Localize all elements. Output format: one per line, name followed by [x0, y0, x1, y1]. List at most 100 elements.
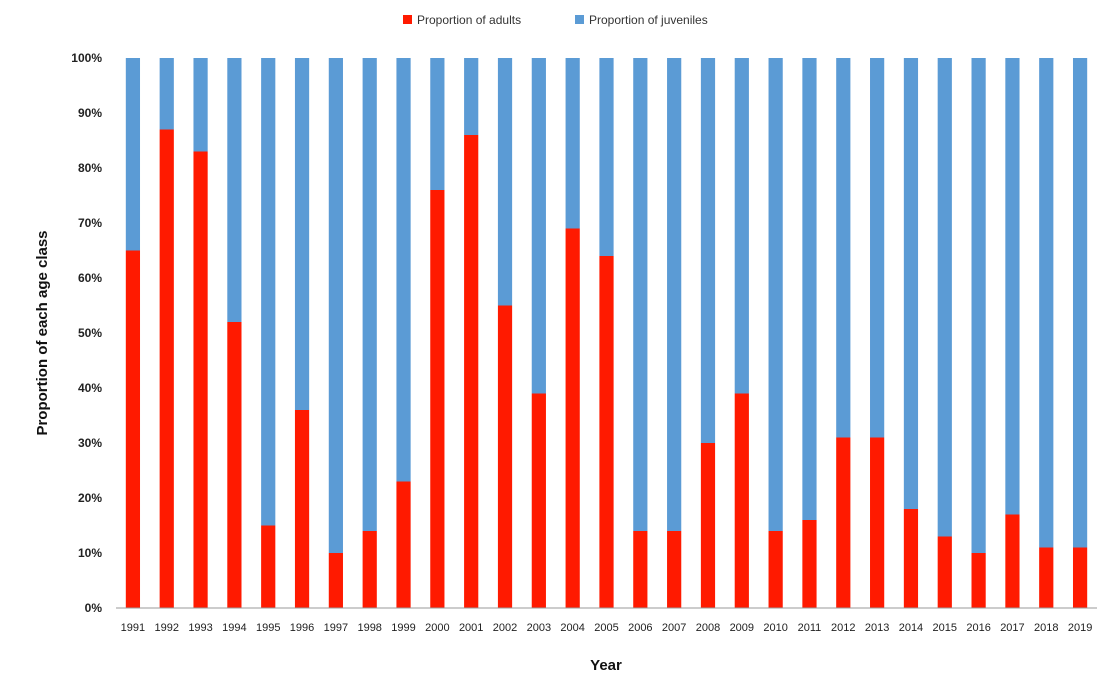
- x-axis-title: Year: [590, 657, 622, 674]
- bar-adults: [734, 393, 749, 608]
- x-tick-label: 1995: [256, 622, 280, 634]
- y-tick-label: 0%: [85, 601, 103, 615]
- bar-adults: [362, 531, 377, 608]
- legend-label-juveniles: Proportion of juveniles: [589, 13, 708, 27]
- bar-juveniles: [294, 58, 310, 410]
- x-tick-label: 2004: [560, 622, 584, 634]
- x-tick-label: 2019: [1068, 622, 1092, 634]
- x-tick-label: 2006: [628, 622, 652, 634]
- y-tick-label: 100%: [71, 51, 102, 65]
- x-tick-label: 1996: [290, 622, 314, 634]
- bar-juveniles: [565, 58, 580, 229]
- bar-adults: [464, 135, 479, 608]
- x-tick-label: 2013: [865, 622, 889, 634]
- bar-juveniles: [261, 58, 276, 526]
- bar-juveniles: [396, 58, 411, 482]
- legend: Proportion of adults Proportion of juven…: [403, 13, 708, 27]
- x-tick-label: 2018: [1034, 622, 1058, 634]
- bar-juveniles: [125, 58, 141, 251]
- x-tick-label: 2009: [730, 622, 754, 634]
- x-tick-label: 1993: [188, 622, 212, 634]
- bar-adults: [227, 322, 242, 608]
- bar-adults: [599, 256, 614, 608]
- bar-juveniles: [464, 58, 479, 135]
- bar-adults: [971, 553, 986, 608]
- bar-adults: [1039, 547, 1054, 608]
- bar-juveniles: [633, 58, 648, 531]
- legend-label-adults: Proportion of adults: [417, 13, 521, 27]
- bar-juveniles: [159, 58, 174, 130]
- x-tick-label: 2012: [831, 622, 855, 634]
- bar-adults: [667, 531, 682, 608]
- bar-juveniles: [531, 58, 546, 394]
- bar-adults: [328, 553, 343, 608]
- bar-adults: [1005, 514, 1020, 608]
- x-tick-label: 1998: [357, 622, 381, 634]
- bar-adults: [633, 531, 648, 608]
- bar-juveniles: [193, 58, 208, 152]
- x-tick-label: 2002: [493, 622, 517, 634]
- bar-juveniles: [937, 58, 952, 537]
- bar-adults: [870, 437, 885, 608]
- y-tick-label: 90%: [78, 106, 102, 120]
- bar-adults: [700, 443, 716, 608]
- bar-juveniles: [903, 58, 919, 509]
- bar-adults: [159, 129, 174, 608]
- x-tick-label: 1992: [154, 622, 178, 634]
- x-tick-label: 2008: [696, 622, 720, 634]
- bar-juveniles: [599, 58, 614, 256]
- x-tick-label: 2016: [966, 622, 990, 634]
- bar-adults: [125, 250, 141, 608]
- bar-juveniles: [870, 58, 885, 438]
- bar-juveniles: [700, 58, 716, 443]
- x-tick-label: 1994: [222, 622, 246, 634]
- bar-adults: [430, 190, 445, 608]
- bar-adults: [1072, 547, 1088, 608]
- bar-juveniles: [328, 58, 343, 553]
- x-tick-label: 2017: [1000, 622, 1024, 634]
- bar-juveniles: [227, 58, 242, 322]
- bar-adults: [768, 531, 783, 608]
- legend-swatch-adults: [403, 15, 412, 24]
- bar-adults: [565, 228, 580, 608]
- x-tick-label: 2015: [933, 622, 957, 634]
- y-tick-label: 20%: [78, 491, 102, 505]
- bar-juveniles: [1039, 58, 1054, 548]
- bar-juveniles: [667, 58, 682, 531]
- bars: [125, 58, 1088, 608]
- y-tick-label: 30%: [78, 436, 102, 450]
- x-tick-label: 2003: [527, 622, 551, 634]
- x-tick-label: 2011: [798, 622, 822, 634]
- bar-juveniles: [768, 58, 783, 531]
- bar-juveniles: [1005, 58, 1020, 515]
- x-tick-label: 2010: [763, 622, 787, 634]
- bar-juveniles: [734, 58, 749, 394]
- y-axis-ticks: 0% 10% 20% 30% 40% 50% 60% 70% 80% 90% 100%: [71, 51, 102, 615]
- bar-juveniles: [971, 58, 986, 553]
- bar-adults: [294, 410, 310, 608]
- bar-juveniles: [802, 58, 817, 520]
- x-axis-ticks: 1991 1992 1993 1994 1995 1996 1997 1998 1999 2000…: [121, 622, 1093, 634]
- x-tick-label: 1999: [391, 622, 415, 634]
- bar-adults: [903, 509, 919, 608]
- y-tick-label: 10%: [78, 546, 102, 560]
- y-tick-label: 70%: [78, 216, 102, 230]
- bar-juveniles: [430, 58, 445, 190]
- y-tick-label: 50%: [78, 326, 102, 340]
- bar-adults: [396, 481, 411, 608]
- bar-adults: [193, 151, 208, 608]
- legend-swatch-juveniles: [575, 15, 584, 24]
- x-tick-label: 2000: [425, 622, 449, 634]
- x-tick-label: 1997: [324, 622, 348, 634]
- bar-juveniles: [836, 58, 851, 438]
- bar-adults: [836, 437, 851, 608]
- x-tick-label: 2014: [899, 622, 923, 634]
- y-tick-label: 40%: [78, 381, 102, 395]
- x-tick-label: 2007: [662, 622, 686, 634]
- bar-adults: [802, 520, 817, 608]
- bar-adults: [531, 393, 546, 608]
- bar-juveniles: [497, 58, 513, 306]
- bar-adults: [261, 525, 276, 608]
- bar-juveniles: [362, 58, 377, 531]
